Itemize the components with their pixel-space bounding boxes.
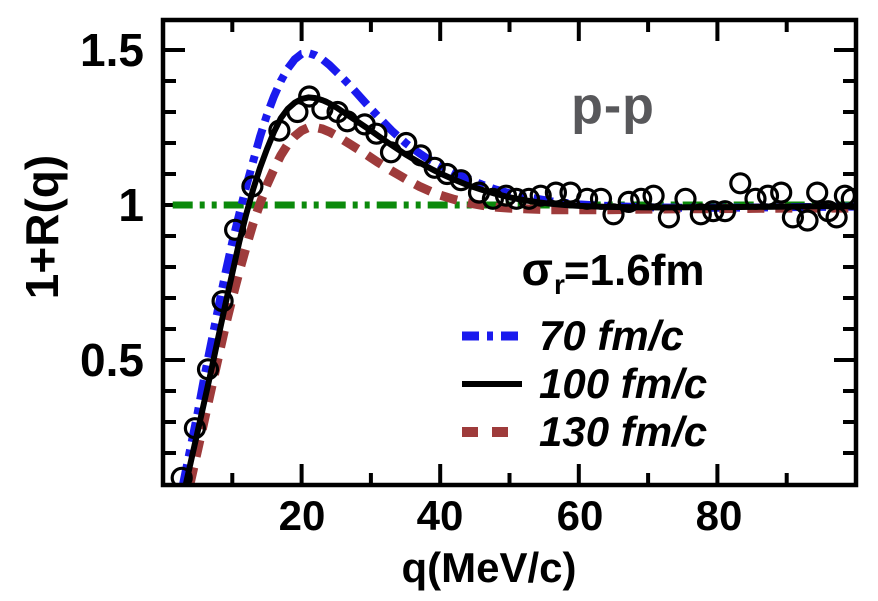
data-point-marker	[657, 206, 681, 229]
legend-label-130fmc: 130 fm/c	[539, 408, 708, 455]
y-tick-label-1p5: 1.5	[80, 24, 144, 76]
data-point-marker	[689, 203, 712, 226]
data-point-marker	[602, 203, 625, 226]
data-point-marker	[311, 97, 334, 121]
data-point-marker	[268, 119, 291, 142]
x-axis-title: q(MeV/c)	[401, 544, 577, 591]
data-point-marker	[224, 218, 247, 241]
data-point-marker	[702, 200, 725, 223]
data-point-marker	[630, 187, 653, 210]
data-point-marker	[589, 187, 613, 210]
data-point-marker	[467, 181, 491, 204]
legend-entry-100fmc: 100 fm/c	[460, 360, 707, 408]
data-point-marker	[196, 358, 220, 381]
data-point-marker	[436, 162, 459, 186]
data-point-marker	[423, 156, 446, 179]
data-point-marker	[505, 187, 528, 210]
legend-entry-70fmc: 70 fm/c	[460, 312, 684, 360]
y-axis-title: 1+R(q)	[16, 154, 68, 300]
sigma-subscript: r	[553, 269, 565, 300]
data-point-marker	[395, 131, 418, 155]
x-tick-label-80: 80	[695, 492, 743, 539]
data-point-marker	[170, 466, 193, 485]
data-point-marker	[781, 206, 805, 229]
data-point-marker	[449, 169, 473, 192]
series-curve-130fmc	[185, 123, 856, 485]
sigma-annotation: σr=1.6fm	[463, 244, 763, 301]
data-point-marker	[544, 181, 568, 204]
data-point-marker	[617, 190, 640, 213]
legend-line-dashed	[462, 427, 522, 437]
x-tick-label-60: 60	[556, 492, 604, 539]
plot-frame	[160, 17, 859, 488]
x-tick-label-20: 20	[278, 492, 326, 539]
data-point-marker	[825, 206, 848, 229]
data-point-marker	[298, 85, 321, 108]
data-point-marker	[183, 417, 206, 440]
data-point-marker	[409, 144, 432, 167]
data-point-marker	[241, 175, 264, 198]
data-point-marker	[286, 100, 309, 124]
y-tick-label-1: 1	[118, 179, 144, 231]
data-point-marker	[365, 122, 388, 145]
data-point-marker	[744, 187, 767, 210]
x-tick-label-40: 40	[416, 492, 464, 539]
data-point-marker	[517, 187, 541, 210]
data-point-marker	[756, 184, 780, 207]
data-point-marker	[806, 181, 829, 204]
data-point-marker	[713, 200, 737, 223]
scatter-data-points	[170, 85, 856, 485]
legend-label-100fmc: 100 fm/c	[539, 360, 708, 407]
data-point-marker	[796, 209, 819, 232]
data-point-marker	[481, 187, 504, 210]
data-point-marker	[529, 184, 552, 207]
sigma-symbol: σ	[521, 243, 553, 295]
legend-label-70fmc: 70 fm/c	[539, 312, 684, 359]
y-tick-label-0p5: 0.5	[80, 334, 144, 386]
data-point-marker	[642, 184, 665, 207]
legend-line-dash-dot	[462, 331, 522, 341]
data-point-marker	[770, 181, 793, 204]
data-point-marker	[494, 184, 518, 207]
data-point-marker	[575, 187, 599, 210]
legend-line-solid	[462, 381, 522, 387]
data-point-marker	[840, 187, 856, 210]
legend-entry-130fmc: 130 fm/c	[460, 408, 707, 456]
series-curve-100fmc	[182, 94, 856, 485]
sigma-value: =1.6fm	[563, 246, 705, 295]
data-point-marker	[674, 187, 697, 210]
data-point-marker	[729, 172, 752, 195]
system-annotation: p-p	[571, 77, 655, 135]
data-point-marker	[211, 290, 234, 313]
